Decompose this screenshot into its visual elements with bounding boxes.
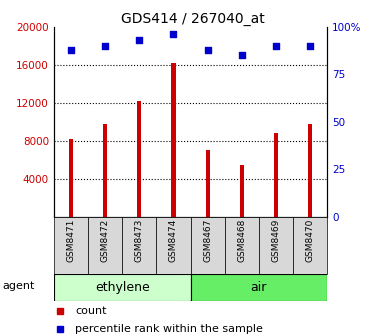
Bar [259, 217, 293, 274]
Bar [225, 217, 259, 274]
Text: ethylene: ethylene [95, 281, 150, 294]
Point [204, 47, 211, 52]
Bar [293, 217, 327, 274]
Point [273, 43, 279, 49]
Bar [274, 133, 278, 217]
Text: GSM8473: GSM8473 [135, 218, 144, 262]
Bar [122, 217, 156, 274]
Bar [206, 150, 210, 217]
Bar [137, 101, 141, 217]
Bar [191, 274, 327, 301]
Text: count: count [75, 306, 107, 316]
Bar [191, 217, 225, 274]
Point [68, 47, 74, 52]
Bar [69, 139, 73, 217]
Text: GSM8474: GSM8474 [169, 218, 178, 262]
Point [239, 53, 245, 58]
Bar [88, 217, 122, 274]
Point [136, 38, 142, 43]
Point [171, 32, 177, 37]
Bar [240, 165, 244, 217]
Text: GSM8470: GSM8470 [306, 218, 315, 262]
Point [307, 43, 313, 49]
Text: agent: agent [2, 281, 34, 291]
Text: GSM8469: GSM8469 [271, 218, 281, 262]
Bar [54, 274, 191, 301]
Bar [156, 217, 191, 274]
Text: air: air [251, 281, 267, 294]
Bar [54, 217, 88, 274]
Text: GSM8472: GSM8472 [100, 218, 110, 262]
Text: GSM8467: GSM8467 [203, 218, 212, 262]
Text: percentile rank within the sample: percentile rank within the sample [75, 324, 263, 334]
Text: GDS414 / 267040_at: GDS414 / 267040_at [121, 12, 264, 26]
Point [102, 43, 108, 49]
Bar [308, 124, 312, 217]
Bar [171, 63, 176, 217]
Text: GSM8471: GSM8471 [67, 218, 75, 262]
Text: GSM8468: GSM8468 [237, 218, 246, 262]
Bar [103, 124, 107, 217]
